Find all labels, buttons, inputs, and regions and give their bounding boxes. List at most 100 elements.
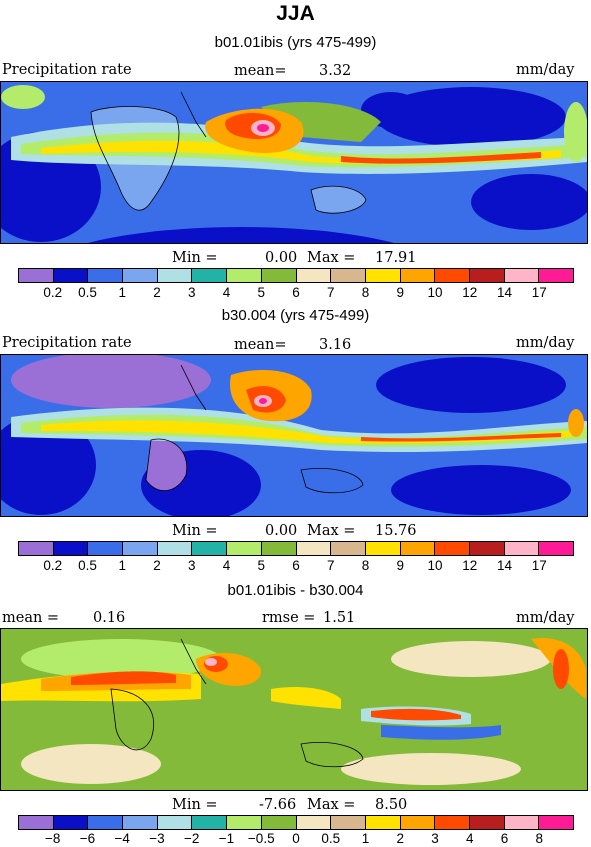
panel-2-colorbar-swatch	[88, 542, 124, 555]
panel-2-colorbar-swatch	[365, 542, 401, 555]
panel-2-colorbar-tick-label: 0.2	[43, 558, 63, 573]
panel-3-mean-label: mean =	[2, 610, 60, 626]
panel-1-mean-value: 3.32	[319, 63, 352, 79]
panel-1-min-label: Min =	[172, 250, 218, 266]
panel-2-colorbar-swatch	[157, 542, 193, 555]
page-title: JJA	[276, 2, 315, 25]
panel-2-colorbar-tick-label: 12	[462, 558, 478, 573]
panel-3-colorbar-swatch	[331, 816, 366, 829]
panel-2-colorbar-swatch	[539, 542, 573, 555]
panel-1-colorbar-swatch	[227, 269, 262, 282]
panel-2-colorbar	[18, 541, 574, 556]
panel-1-colorbar-swatch	[53, 269, 89, 282]
panel-2-colorbar-swatch	[400, 542, 436, 555]
panel-3-max-label: Max =	[307, 797, 356, 813]
panel-1-precip-map	[0, 81, 588, 244]
panel-2-precip-map	[0, 354, 588, 517]
panel-3-min-value: -7.66	[259, 797, 297, 813]
panel-3-colorbar-tick-label: 0.5	[321, 831, 341, 846]
panel-3-colorbar	[18, 815, 574, 830]
panel-1-colorbar-tick-label: 17	[531, 285, 547, 300]
panel-1-colorbar-tick-label: 4	[222, 285, 231, 300]
panel-1-colorbar-tick-label: 14	[496, 285, 513, 300]
panel-3-colorbar-tick-label: −1	[218, 831, 235, 846]
panel-2-colorbar-tick-label: 2	[153, 558, 161, 573]
panel-3-colorbar-tick-label: 8	[535, 831, 544, 846]
panel-2-colorbar-tick-label: 10	[427, 558, 443, 573]
panel-1-colorbar-swatch	[192, 269, 228, 282]
panel-3-colorbar-swatch	[539, 816, 573, 829]
panel-3-colorbar-swatch	[469, 816, 505, 829]
panel-2-mean-label: mean=	[234, 337, 287, 353]
panel-2-variable-label: Precipitation rate	[2, 335, 132, 351]
panel-3-colorbar-tick-label: −8	[45, 831, 61, 846]
panel-1-colorbar-tick-label: 1	[118, 285, 127, 300]
panel-1-colorbar-swatch	[504, 269, 540, 282]
panel-1-colorbar-tick-label: 12	[462, 285, 478, 300]
panel-3-colorbar-tick-label: −6	[79, 831, 96, 846]
panel-1-colorbar-tick-label: 10	[427, 285, 443, 300]
panel-1-colorbar-swatch	[331, 269, 366, 282]
panel-1-colorbar-swatch	[296, 269, 332, 282]
panel-3-colorbar-swatch	[123, 816, 158, 829]
panel-2-colorbar-tick-label: 3	[187, 558, 196, 573]
panel-1-colorbar-tick-label: 6	[292, 285, 300, 300]
panel-2-units: mm/day	[516, 335, 575, 351]
panel-1-colorbar-tick-label: 0.2	[43, 285, 63, 300]
panel-1-colorbar	[18, 268, 574, 283]
panel-3-colorbar-swatch	[53, 816, 89, 829]
panel-1-min-value: 0.00	[265, 250, 298, 266]
panel-1-max-value: 17.91	[375, 250, 417, 266]
panel-2-colorbar-swatch	[435, 542, 470, 555]
panel-2-mean-value: 3.16	[319, 337, 352, 353]
panel-3-colorbar-swatch	[435, 816, 470, 829]
panel-2-max-value: 15.76	[375, 523, 417, 539]
panel-3-max-value: 8.50	[375, 797, 408, 813]
panel-2-colorbar-ticks: 0.2 0.5 1 2 3 4 5 6 7 8 9 10 12 14 17	[18, 558, 574, 574]
panel-3-colorbar-tick-label: −4	[114, 831, 130, 846]
panel-2-colorbar-tick-label: 4	[222, 558, 231, 573]
panel-1-colorbar-swatch	[261, 269, 297, 282]
panel-1-colorbar-swatch	[123, 269, 158, 282]
panel-3-colorbar-tick-label: 3	[431, 831, 439, 846]
panel-2-colorbar-swatch	[19, 542, 54, 555]
panel-1-colorbar-swatch	[435, 269, 470, 282]
panel-2-colorbar-tick-label: 7	[326, 558, 335, 573]
panel-2-colorbar-swatch	[261, 542, 297, 555]
panel-3-title: b01.01ibis - b30.004	[227, 582, 364, 599]
panel-3-colorbar-tick-label: 4	[465, 831, 474, 846]
panel-1-colorbar-tick-label: 5	[257, 285, 266, 300]
panel-2-min-label: Min =	[172, 523, 218, 539]
panel-1-colorbar-tick-label: 9	[396, 285, 405, 300]
panel-1-colorbar-tick-label: 7	[326, 285, 335, 300]
panel-2-colorbar-swatch	[469, 542, 505, 555]
panel-2-colorbar-tick-label: 14	[496, 558, 513, 573]
panel-1-mean-label: mean=	[234, 63, 287, 79]
panel-1-colorbar-swatch	[400, 269, 436, 282]
panel-3-colorbar-ticks: −8 −6 −4 −3 −2 −1 −0.5 0 0.5 1 2 3 4 6 8	[18, 831, 574, 847]
panel-2-colorbar-swatch	[296, 542, 332, 555]
panel-3-difference-map	[0, 628, 588, 791]
panel-3-colorbar-swatch	[400, 816, 436, 829]
panel-1-colorbar-swatch	[539, 269, 573, 282]
panel-3-colorbar-tick-label: −3	[149, 831, 165, 846]
panel-2-colorbar-tick-label: 0.5	[78, 558, 97, 573]
panel-1-colorbar-swatch	[88, 269, 124, 282]
panel-3-colorbar-swatch	[365, 816, 401, 829]
panel-3-colorbar-tick-label: 6	[500, 831, 509, 846]
panel-3-colorbar-swatch	[157, 816, 193, 829]
panel-1-colorbar-tick-label: 3	[187, 285, 196, 300]
panel-2-max-label: Max =	[307, 523, 356, 539]
panel-1-colorbar-tick-label: 2	[153, 285, 161, 300]
panel-3-colorbar-tick-label: 1	[361, 831, 370, 846]
panel-3-colorbar-swatch	[88, 816, 124, 829]
panel-2-colorbar-tick-label: 6	[292, 558, 300, 573]
panel-3-colorbar-swatch	[261, 816, 297, 829]
panel-3-rmse-label: rmse =	[262, 610, 316, 626]
panel-1-max-label: Max =	[307, 250, 356, 266]
panel-2-title: b30.004 (yrs 475-499)	[221, 307, 370, 324]
panel-3-colorbar-tick-label: −2	[184, 831, 200, 846]
panel-2-colorbar-swatch	[504, 542, 540, 555]
panel-3-colorbar-swatch	[192, 816, 228, 829]
panel-2-colorbar-tick-label: 9	[396, 558, 405, 573]
